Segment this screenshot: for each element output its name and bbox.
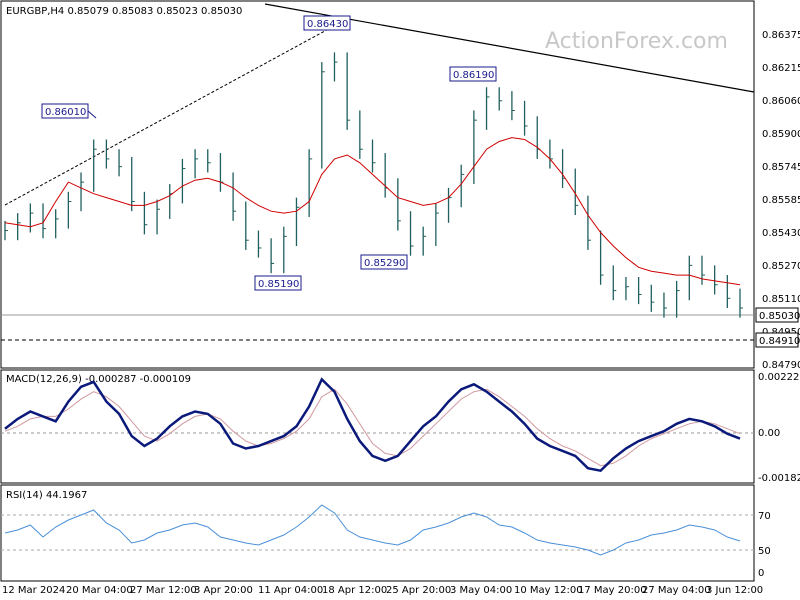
rsi-tick: 50 (758, 546, 771, 557)
current-price-tag: 0.85030 (755, 307, 800, 323)
moving-average-line (4, 137, 741, 286)
rsi-title: RSI(14) 44.1967 (6, 490, 87, 501)
price-tick: 0.85110 (762, 294, 800, 305)
x-label: 3 May 04:00 (450, 585, 512, 596)
current-price-label: 0.85030 (759, 311, 800, 322)
macd-signal-line (4, 388, 741, 467)
annotation-1: 0.86430 (303, 15, 351, 31)
x-label: 11 Apr 04:00 (258, 585, 323, 596)
x-label: 18 Apr 12:00 (322, 585, 387, 596)
annotation-3: 0.85290 (360, 254, 408, 270)
x-axis: 12 Mar 2024 20 Mar 04:00 27 Mar 12:00 3 … (2, 585, 763, 596)
price-title: EURGBP,H4 0.85079 0.85083 0.85023 0.8503… (6, 6, 242, 17)
support-level-label: 0.84910 (759, 336, 800, 347)
annotation-2: 0.86190 (449, 66, 497, 82)
macd-tick: -0.001827 (758, 473, 800, 484)
price-tick: 0.86060 (762, 96, 800, 107)
price-tick: 0.85430 (762, 228, 800, 239)
macd-tick: 0.002229 (758, 372, 800, 383)
rsi-y-axis: 70 50 0 (758, 511, 771, 579)
price-tick: 0.86215 (762, 63, 800, 74)
price-tick: 0.86375 (762, 30, 800, 41)
rsi-tick: 70 (758, 511, 771, 522)
x-label: 20 Mar 04:00 (66, 585, 133, 596)
x-label: 27 Mar 12:00 (130, 585, 197, 596)
annotation-label: 0.85190 (258, 279, 299, 290)
price-tick: 0.85585 (762, 195, 800, 206)
annotation-0: 0.86010 (41, 103, 97, 119)
macd-title: MACD(12,26,9) -0.000287 -0.000109 (6, 374, 191, 385)
price-bars (4, 52, 743, 318)
rsi-line (4, 504, 741, 556)
macd-panel (0, 369, 755, 484)
x-label: 3 Jun 12:00 (706, 585, 763, 596)
macd-main-line (4, 377, 741, 473)
x-label: 25 Apr 20:00 (386, 585, 451, 596)
annotation-label: 0.86190 (453, 70, 494, 81)
price-panel (0, 0, 755, 369)
x-label: 17 May 20:00 (578, 585, 647, 596)
price-tick: 0.85270 (762, 261, 800, 272)
annotation-label: 0.85290 (364, 258, 405, 269)
support-level-tag: 0.84910 (755, 332, 800, 348)
x-label: 10 May 12:00 (514, 585, 583, 596)
macd-y-axis: 0.002229 0.00 -0.001827 (758, 372, 800, 484)
x-label: 27 May 04:00 (642, 585, 711, 596)
annotation-4: 0.85190 (254, 275, 302, 291)
annotation-label: 0.86430 (307, 19, 348, 30)
x-label: 12 Mar 2024 (2, 585, 65, 596)
price-tick: 0.85745 (762, 162, 800, 173)
annotation-label: 0.86010 (45, 107, 86, 118)
watermark: ActionForex.com (545, 29, 728, 54)
ascending-trendline (4, 19, 346, 206)
rsi-panel (0, 484, 755, 582)
x-label: 3 Apr 20:00 (194, 585, 253, 596)
macd-tick: 0.00 (758, 428, 780, 439)
rsi-tick: 0 (758, 568, 764, 579)
price-tick: 0.85900 (762, 129, 800, 140)
price-tick: 0.84790 (762, 360, 800, 371)
